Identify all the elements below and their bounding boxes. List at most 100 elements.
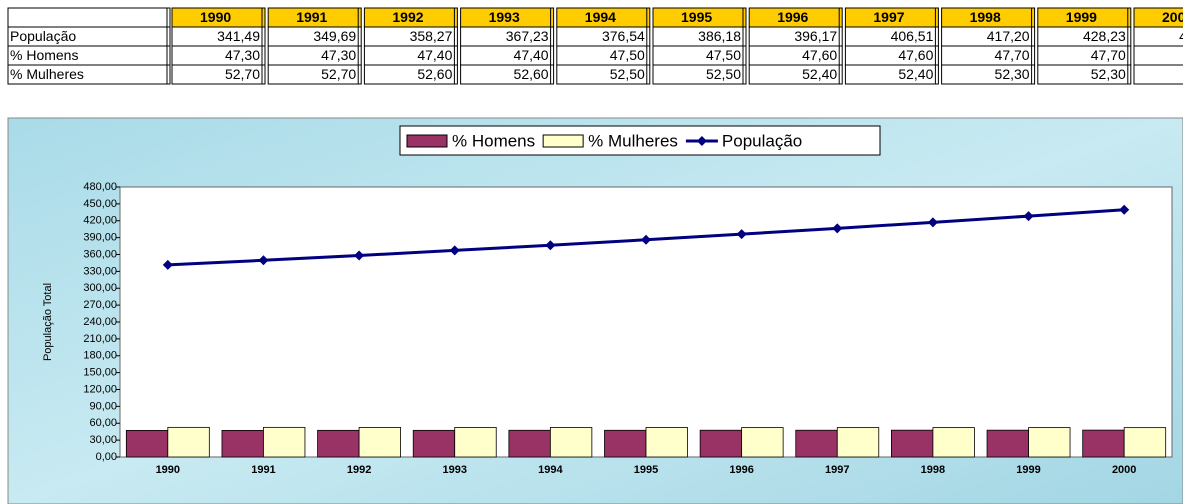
bar [125,429,169,458]
bar [604,429,647,458]
bar [549,427,593,458]
table-cell-text: 52,40 [802,66,837,82]
y-axis-title: População Total [42,283,54,361]
table-cell-text: 367,23 [506,28,549,44]
marker [736,229,747,240]
table-cell-text: 52,70 [321,66,356,82]
x-tick-label: 1995 [634,464,658,476]
table-cell-text: 52,60 [514,66,549,82]
x-tick-label: 1992 [347,464,371,476]
marker [258,255,269,266]
table-header: 1992 [392,9,423,25]
bar [167,426,210,458]
bar [317,429,360,458]
table-cell-text: 47,50 [706,47,741,63]
table-header: 1998 [970,9,1001,25]
y-tick-label: 180,00 [83,350,117,362]
table-cell [748,64,843,85]
table-header: 1996 [777,9,808,25]
bar [1028,427,1071,458]
y-tick-label: 360,00 [83,248,117,260]
table-cell-text: 47,30 [225,47,260,63]
table-cell-text: 47,60 [898,47,933,63]
y-tick-label: 390,00 [83,232,117,244]
marker [162,259,173,270]
table-cell [460,64,555,85]
table-cell [941,64,1036,85]
bar [891,429,934,458]
table-cell [1133,26,1183,47]
plot-area [119,186,1173,458]
bar [1123,427,1167,458]
legend-swatch [542,134,584,148]
x-tick-label: 1991 [251,464,275,476]
x-tick-label: 1997 [825,464,849,476]
y-tick-label: 60,00 [89,417,117,429]
y-tick-label: 450,00 [83,198,117,210]
table-cell-text: 47,50 [610,47,645,63]
legend [399,125,881,156]
table-header: 1994 [585,9,616,25]
x-tick-label: 1993 [442,464,466,476]
table-cell-text: 428,23 [1083,28,1126,44]
legend-label: % Mulheres [588,131,678,150]
table-cell-text: 386,18 [698,28,741,44]
table-cell-text: 47,40 [417,47,452,63]
table-cell [1037,64,1132,85]
x-tick-label: 1990 [156,464,180,476]
legend-swatch [406,134,448,148]
legend-swatch [696,136,707,146]
table-cell-text: 396,17 [794,28,837,44]
table-cell-text: 406,51 [891,28,934,44]
table-cell-text: 341,49 [217,28,260,44]
table-cell-text: 52,30 [1091,66,1126,82]
table-cell-text: 358,27 [410,28,453,44]
table-cell [844,64,939,85]
marker [927,217,938,228]
x-tick-label: 1994 [538,464,563,476]
y-tick-label: 240,00 [83,316,117,328]
marker [832,223,843,234]
bar [741,427,784,458]
bar [412,429,456,458]
bar [986,429,1029,458]
table-header: 1997 [873,9,904,25]
x-tick-label: 1998 [921,464,945,476]
y-tick-label: 120,00 [83,383,117,395]
x-tick-label: 1996 [729,464,753,476]
marker [545,240,556,251]
marker [449,245,460,256]
legend-label: % Homens [452,131,535,150]
table-cell-text: 52,30 [995,66,1030,82]
row-label: % Homens [10,47,78,63]
table-cell [1133,64,1183,85]
y-tick-label: 0,00 [96,451,117,463]
row-label: % Mulheres [10,66,84,82]
table-cell [7,7,171,28]
table-cell-text: 52,40 [898,66,933,82]
y-tick-label: 270,00 [83,299,117,311]
y-tick-label: 30,00 [89,434,117,446]
table-cell-text: 47,60 [802,47,837,63]
table-cell [1133,45,1183,66]
bar [454,427,497,458]
x-tick-label: 2000 [1112,464,1136,476]
bar [699,429,743,458]
y-tick-label: 210,00 [83,333,117,345]
marker [1119,204,1130,215]
table-cell [7,64,171,85]
bar [358,427,401,458]
table-cell-text: 349,69 [313,28,356,44]
table-cell-text: 417,20 [987,28,1030,44]
table-cell [171,64,266,85]
bar [221,429,264,458]
x-tick-label: 1999 [1016,464,1040,476]
table-header: 1995 [681,9,712,25]
marker [641,234,651,245]
y-tick-label: 330,00 [83,265,117,277]
table-cell [267,64,362,85]
table-cell-text: 47,40 [514,47,549,63]
marker [354,250,365,261]
table-cell [363,64,458,85]
bar [263,426,306,458]
